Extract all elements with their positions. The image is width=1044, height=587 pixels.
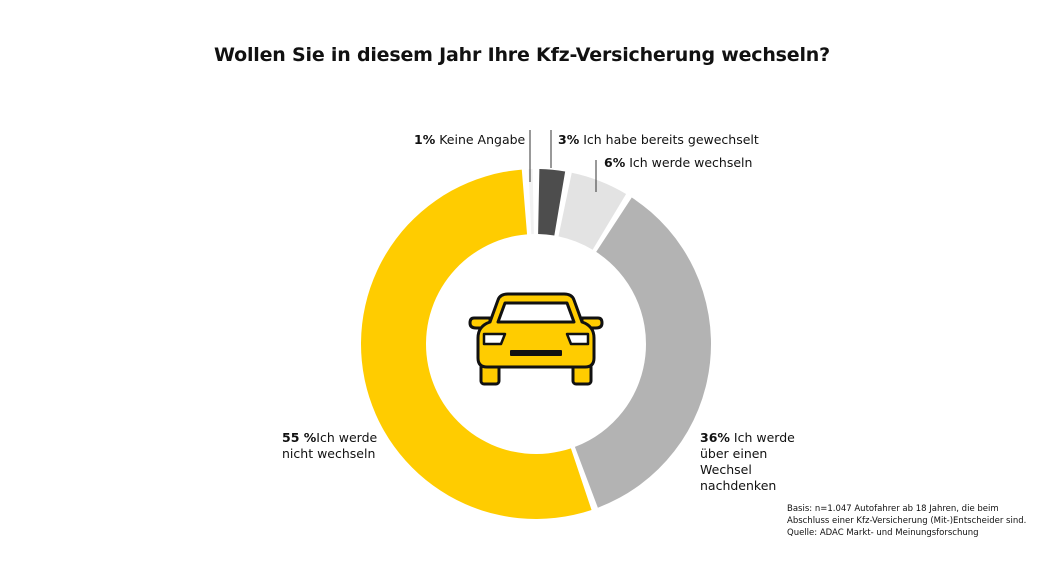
- slice-pct: 55 %: [282, 430, 317, 445]
- slice-label-bereits-gewechselt: 3% Ich habe bereits gewechselt: [558, 132, 759, 148]
- slice-label-werde-wechseln: 6% Ich werde wechseln: [604, 155, 752, 171]
- slice-werde-wechseln: [558, 172, 627, 250]
- slice-pct: 36%: [700, 430, 730, 445]
- donut-slices: [360, 169, 712, 519]
- slice-wechsel-nachdenken: [574, 197, 712, 508]
- slice-label-nicht-wechseln: 55 %Ich werde nicht wechseln: [282, 430, 382, 462]
- slice-pct: 6%: [604, 155, 626, 170]
- slice-pct: 3%: [558, 132, 580, 147]
- car-icon: [468, 292, 604, 386]
- note-line-3: Quelle: ADAC Markt- und Meinungsforschun…: [787, 528, 979, 538]
- slice-text: Ich werde wechseln: [629, 155, 753, 170]
- slice-text: Ich werde nicht wechseln: [282, 430, 378, 461]
- slice-label-keine-angabe: 1% Keine Angabe: [414, 132, 525, 148]
- slice-bereits-gewechselt: [538, 169, 566, 236]
- note-line-2: Abschluss einer Kfz-Versicherung (Mit-)E…: [787, 516, 1027, 526]
- slice-text: Ich werde über einen Wechsel nachdenken: [700, 430, 795, 493]
- slice-text: Ich habe bereits gewechselt: [583, 132, 759, 147]
- chart-title: Wollen Sie in diesem Jahr Ihre Kfz-Versi…: [214, 44, 830, 66]
- slice-nicht-wechseln: [360, 169, 592, 519]
- note-line-1: Basis: n=1.047 Autofahrer ab 18 Jahren, …: [787, 504, 999, 514]
- slice-keine-angabe: [528, 169, 534, 235]
- leader-lines: [529, 130, 597, 192]
- slice-text: Keine Angabe: [439, 132, 526, 147]
- slice-label-wechsel-nachdenken: 36% Ich werde über einen Wechsel nachden…: [700, 430, 820, 494]
- source-note: Basis: n=1.047 Autofahrer ab 18 Jahren, …: [787, 503, 1037, 539]
- slice-pct: 1%: [414, 132, 436, 147]
